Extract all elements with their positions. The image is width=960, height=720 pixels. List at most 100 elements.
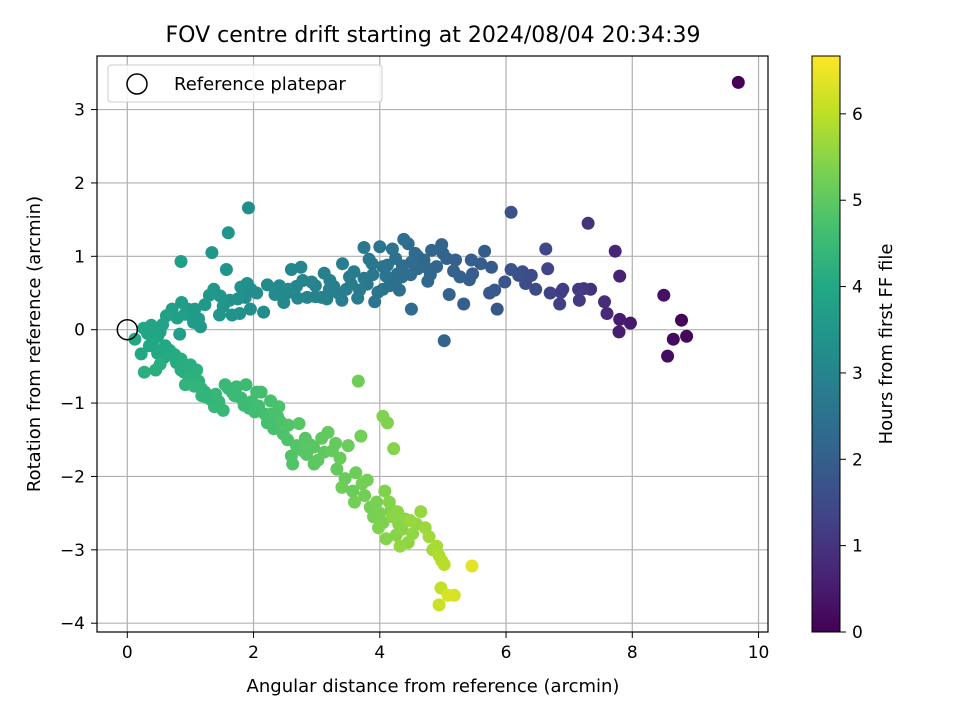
data-point: [329, 436, 343, 450]
data-point: [435, 238, 449, 252]
data-points: [128, 75, 745, 612]
data-point: [198, 298, 212, 312]
data-point: [322, 282, 336, 296]
data-point: [216, 403, 230, 417]
data-point: [234, 280, 248, 294]
colorbar-gradient: [811, 55, 841, 633]
data-point: [553, 297, 567, 311]
data-point: [680, 329, 694, 343]
data-point: [346, 484, 360, 498]
data-point: [387, 442, 401, 456]
colorbar-ticks: 0 1 2 3 4 5 6: [840, 105, 863, 643]
data-point: [457, 297, 471, 311]
data-point: [572, 282, 586, 296]
colorbar-tick-label: 5: [852, 191, 863, 211]
data-point: [490, 302, 504, 316]
data-point: [524, 268, 538, 282]
data-point: [378, 484, 392, 498]
data-point: [437, 334, 451, 348]
data-point: [137, 321, 151, 335]
data-point: [391, 505, 404, 519]
data-point: [187, 315, 201, 329]
data-point: [218, 378, 232, 392]
data-point: [404, 302, 418, 316]
data-point: [281, 282, 295, 296]
data-point: [183, 358, 197, 372]
data-point: [543, 286, 557, 300]
data-point: [404, 255, 418, 269]
data-point: [395, 522, 409, 536]
data-point: [572, 293, 586, 307]
data-point: [260, 278, 274, 292]
data-point: [421, 274, 435, 288]
legend-marker: [126, 73, 148, 95]
colorbar-tick-label: 0: [852, 623, 863, 643]
data-point: [380, 258, 394, 272]
data-point: [425, 243, 439, 257]
data-point: [335, 480, 349, 494]
data-point: [661, 349, 675, 363]
colorbar-label: Hours from first FF file: [876, 244, 897, 445]
data-point: [372, 521, 385, 535]
data-point: [623, 316, 637, 330]
data-point: [556, 282, 570, 296]
data-point: [385, 242, 399, 256]
data-point: [504, 263, 518, 276]
data-point: [242, 201, 255, 215]
data-point: [268, 288, 282, 301]
colorbar-tick-label: 3: [852, 364, 863, 384]
x-axis-label: Angular distance from reference (arcmin): [247, 676, 620, 697]
data-point: [447, 264, 461, 278]
data-point: [128, 332, 142, 346]
data-point: [351, 291, 365, 305]
data-point: [335, 293, 349, 307]
data-point: [336, 257, 349, 271]
data-point: [173, 327, 187, 341]
data-point: [321, 425, 335, 439]
colorbar-tick-label: 2: [852, 450, 863, 470]
data-point: [437, 558, 451, 571]
x-tick-label: 4: [374, 643, 385, 663]
x-tick-label: 10: [748, 643, 770, 663]
data-point: [613, 312, 627, 326]
y-tick-label: −2: [60, 467, 85, 487]
data-point: [498, 275, 512, 289]
data-point: [333, 451, 347, 465]
data-point: [370, 495, 384, 509]
x-tick-label: 8: [627, 643, 638, 663]
plot-frame: [96, 55, 769, 633]
data-point: [368, 295, 382, 309]
data-point: [317, 266, 331, 280]
data-point: [666, 332, 680, 346]
data-point: [539, 242, 553, 256]
data-point: [137, 365, 151, 379]
data-point: [442, 288, 456, 301]
reference-marker-layer: [116, 318, 139, 341]
data-point: [307, 440, 320, 454]
data-point: [600, 307, 614, 320]
data-point: [422, 530, 436, 544]
data-point: [357, 271, 371, 285]
data-point: [239, 378, 253, 392]
data-point: [298, 431, 312, 445]
data-point: [478, 244, 492, 258]
y-tick-label: −1: [60, 394, 85, 414]
data-point: [357, 241, 371, 254]
chart-title: FOV centre drift starting at 2024/08/04 …: [166, 23, 701, 48]
data-point: [485, 260, 498, 274]
data-point: [380, 416, 394, 430]
data-point: [142, 339, 156, 353]
data-point: [158, 339, 172, 353]
y-tick-label: −4: [60, 614, 85, 634]
legend-box: [107, 64, 383, 103]
data-point: [348, 495, 361, 509]
data-point: [257, 305, 271, 319]
data-point: [291, 291, 305, 305]
colorbar-tick-label: 6: [852, 105, 863, 125]
data-point: [281, 418, 295, 432]
data-point: [474, 257, 488, 271]
data-point: [376, 282, 390, 296]
data-point: [365, 257, 379, 271]
data-point: [358, 489, 372, 502]
data-point: [221, 226, 235, 240]
